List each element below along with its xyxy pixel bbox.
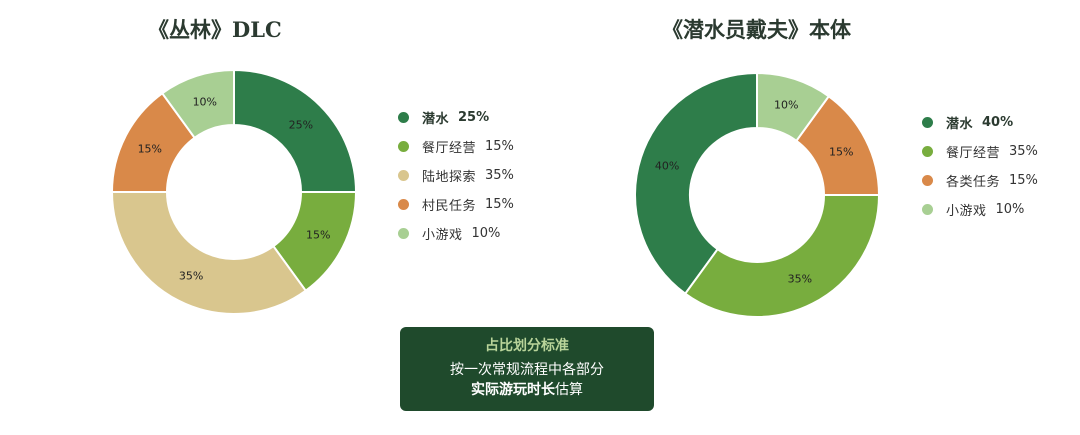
note-line-1: 按一次常规流程中各部分: [450, 362, 604, 378]
donut-slice: [160, 68, 235, 140]
slice-value-label: 15%: [306, 228, 330, 241]
donut-slice: [683, 194, 881, 318]
legend-item: 小游戏 10%: [922, 195, 1038, 224]
note-emphasis: 实际游玩时长: [471, 382, 555, 398]
slice-value-label: 35%: [788, 273, 812, 286]
legend-color-dot: [398, 199, 409, 210]
legend-item: 餐厅经营 15%: [398, 132, 514, 161]
legend-item: 餐厅经营 35%: [922, 137, 1038, 166]
legend-color-dot: [922, 175, 933, 186]
legend-color-dot: [922, 117, 933, 128]
legend-item: 潜水 40%: [922, 108, 1038, 137]
donut-slice: [233, 68, 358, 193]
legend-label: 餐厅经营: [946, 146, 1001, 161]
donut-slice: [110, 191, 308, 315]
legend-color-dot: [922, 204, 933, 215]
legend-color-dot: [398, 112, 409, 123]
donut-slice: [634, 71, 758, 296]
legend-value: 35%: [1009, 144, 1038, 159]
methodology-note: 占比划分标准 按一次常规流程中各部分 实际游玩时长估算: [400, 327, 654, 411]
legend-label: 潜水: [422, 112, 450, 127]
slice-value-label: 10%: [193, 96, 217, 109]
legend-value: 35%: [485, 168, 514, 183]
legend-value: 40%: [982, 115, 1014, 130]
slice-value-label: 15%: [138, 143, 162, 156]
legend-color-dot: [398, 170, 409, 181]
legend-value: 15%: [1009, 173, 1038, 188]
legend-value: 15%: [485, 197, 514, 212]
donut-chart-jungle-dlc: 25% 15% 35% 15% 10%: [110, 68, 358, 315]
legend-color-dot: [398, 228, 409, 239]
legend-label: 各类任务: [946, 175, 1001, 190]
legend-item: 各类任务 15%: [922, 166, 1038, 195]
note-title: 占比划分标准: [485, 338, 569, 354]
slice-value-label: 35%: [179, 270, 203, 283]
legend-value: 25%: [458, 110, 490, 125]
note-line-2-rest: 估算: [555, 382, 583, 398]
note-line-2: 实际游玩时长估算: [400, 380, 654, 400]
legend-jungle-dlc: 潜水 25% 餐厅经营 15% 陆地探索 35% 村民任务 15% 小游戏 10%: [398, 103, 514, 248]
legend-label: 小游戏: [946, 204, 987, 219]
legend-item: 陆地探索 35%: [398, 161, 514, 190]
donut-slice: [756, 71, 831, 143]
legend-label: 潜水: [946, 117, 974, 132]
legend-value: 10%: [995, 202, 1025, 217]
slice-value-label: 15%: [829, 146, 853, 159]
chart-title-jungle-dlc: 《丛林》DLC: [148, 17, 282, 42]
legend-color-dot: [922, 146, 933, 157]
legend-label: 村民任务: [422, 199, 477, 214]
legend-item: 小游戏 10%: [398, 219, 514, 248]
legend-color-dot: [398, 141, 409, 152]
legend-label: 陆地探索: [422, 170, 477, 185]
slice-value-label: 10%: [774, 99, 798, 112]
slice-value-label: 25%: [289, 119, 313, 132]
legend-item: 村民任务 15%: [398, 190, 514, 219]
slice-value-label: 40%: [655, 159, 679, 172]
legend-value: 15%: [485, 139, 514, 154]
legend-value: 10%: [471, 226, 501, 241]
donut-chart-dave-base-game: 40% 35% 15% 10%: [634, 71, 881, 318]
legend-item: 潜水 25%: [398, 103, 514, 132]
legend-label: 小游戏: [422, 228, 463, 243]
legend-label: 餐厅经营: [422, 141, 477, 156]
legend-dave-base-game: 潜水 40% 餐厅经营 35% 各类任务 15% 小游戏 10%: [922, 108, 1038, 224]
chart-title-dave-base-game: 《潜水员戴夫》本体: [662, 17, 851, 42]
